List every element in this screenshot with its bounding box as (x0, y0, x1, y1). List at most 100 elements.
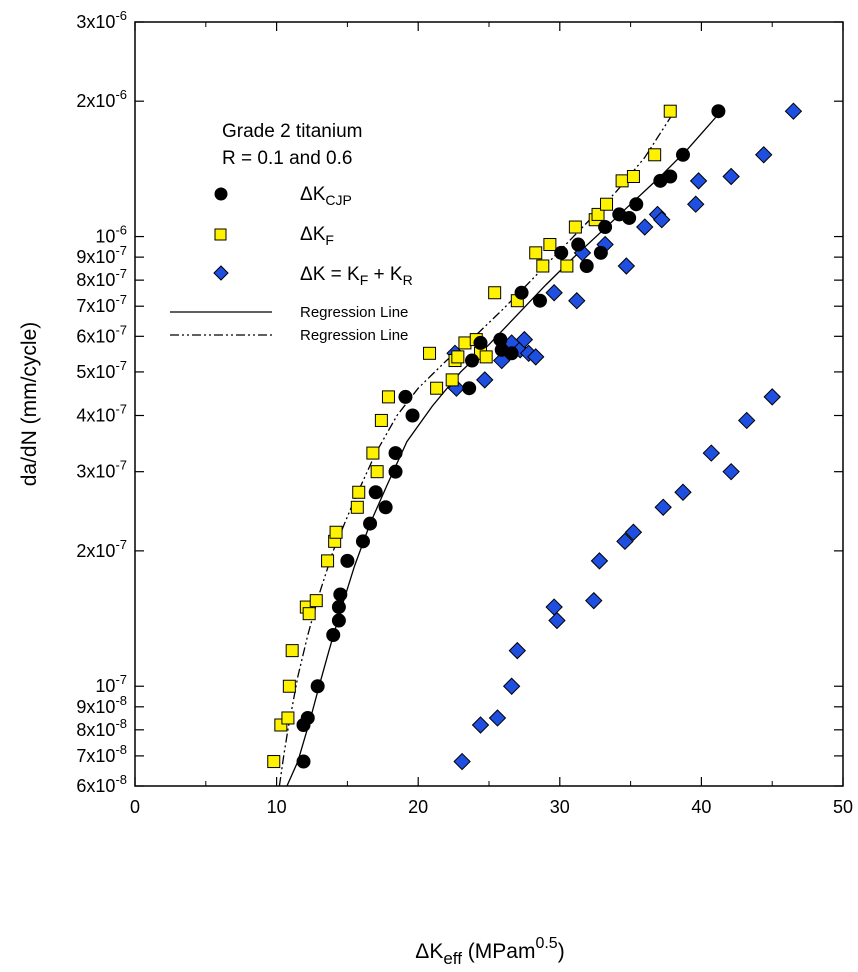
point-cjp (388, 464, 403, 479)
point-kf (302, 607, 316, 621)
point-kf (560, 259, 574, 273)
point-kf (529, 246, 543, 260)
point-kf (626, 170, 640, 184)
legend-marker-cjp (214, 187, 228, 201)
y-tick-label: 7x10-8 (76, 742, 127, 766)
legend-label-regression-1: Regression Line (300, 304, 408, 321)
y-tick-label: 4x10-7 (76, 402, 127, 426)
y-tick-label: 6x10-7 (76, 322, 127, 346)
point-kfr (488, 709, 507, 727)
point-kf (543, 238, 557, 252)
point-cjp (711, 104, 726, 119)
y-tick-label: 6x10-8 (76, 772, 127, 796)
point-kf (381, 390, 395, 404)
y-tick-label: 7x10-7 (76, 292, 127, 316)
y-tick-label: 9x10-8 (76, 693, 127, 717)
point-kfr (515, 330, 534, 349)
point-kfr (527, 348, 545, 366)
point-kfr (722, 462, 740, 481)
point-kf (600, 197, 614, 211)
x-tick-label: 10 (267, 797, 287, 817)
y-tick-label: 8x10-8 (76, 716, 127, 740)
point-kfr (784, 102, 803, 120)
point-kfr (702, 444, 721, 462)
annotation-line-2: R = 0.1 and 0.6 (222, 148, 352, 169)
x-axis-title: ΔKeff (MPam0.5) (415, 935, 564, 968)
y-tick-label: 8x10-7 (76, 266, 127, 290)
point-kfr (590, 552, 609, 570)
point-cjp (388, 446, 403, 461)
point-cjp (340, 553, 355, 568)
point-cjp (675, 147, 690, 162)
annotation-line-1: Grade 2 titanium (222, 121, 362, 142)
x-tick-label: 20 (408, 797, 428, 817)
regression-line-solid (286, 117, 717, 786)
point-kfr (616, 532, 634, 551)
point-cjp (504, 346, 519, 361)
point-kf (663, 104, 677, 118)
point-kfr (476, 371, 494, 389)
legend: ΔKCJP ΔKF ΔK = KF + KR Regression Line R… (170, 184, 413, 344)
point-cjp (326, 627, 341, 642)
x-tick-label: 30 (550, 797, 570, 817)
point-kf (281, 711, 295, 725)
point-kfr (548, 611, 566, 630)
point-kf (352, 485, 366, 499)
y-tick-label: 10-7 (95, 672, 127, 696)
y-tick-label: 2x10-7 (76, 537, 127, 561)
point-kfr (617, 257, 636, 275)
regression-lines (278, 112, 717, 786)
point-kf (423, 346, 437, 360)
y-tick-label: 10-6 (95, 223, 127, 247)
y-tick-label: 9x10-7 (76, 243, 127, 267)
point-kf (458, 336, 472, 350)
point-cjp (355, 534, 370, 549)
point-kf (309, 594, 323, 608)
legend-label-kf: ΔKF (300, 224, 334, 248)
point-kf (282, 679, 296, 693)
point-cjp (363, 516, 378, 531)
point-kfr (502, 677, 521, 695)
point-kf (366, 446, 380, 460)
point-cjp (368, 485, 383, 500)
point-kfr (763, 388, 781, 406)
point-cjp (629, 197, 644, 212)
point-kfr (508, 641, 527, 660)
point-cjp (378, 500, 393, 515)
point-cjp (331, 600, 346, 615)
point-cjp (300, 710, 315, 725)
point-cjp (473, 335, 488, 350)
y-tick-label: 3x10-7 (76, 458, 127, 482)
point-kf (451, 350, 465, 364)
point-cjp (579, 259, 594, 274)
point-cjp (405, 408, 420, 423)
point-kf (350, 500, 364, 514)
point-kf (536, 259, 550, 273)
y-tick-label: 5x10-7 (76, 358, 127, 382)
point-kf (370, 465, 384, 479)
legend-label-regression-2: Regression Line (300, 327, 408, 344)
point-kf (591, 207, 605, 221)
point-kf (488, 286, 502, 300)
point-kfr (722, 167, 740, 186)
legend-marker-kf (214, 228, 227, 241)
point-kf (321, 554, 335, 568)
point-kfr (689, 172, 708, 190)
point-kfr (568, 292, 586, 310)
y-tick-label: 2x10-6 (76, 87, 127, 111)
point-kfr (545, 598, 563, 616)
point-kfr (654, 498, 672, 516)
point-cjp (296, 754, 311, 769)
legend-marker-kfr (213, 265, 229, 281)
point-kf (285, 644, 299, 658)
data-markers (267, 102, 803, 771)
y-tick-label: 3x10-6 (76, 8, 127, 32)
point-cjp (593, 245, 608, 260)
point-kf (445, 373, 459, 387)
point-cjp (532, 293, 547, 308)
x-tick-label: 50 (833, 797, 853, 817)
point-kfr (624, 523, 643, 541)
point-kf (479, 350, 493, 364)
point-kfr (653, 211, 671, 229)
